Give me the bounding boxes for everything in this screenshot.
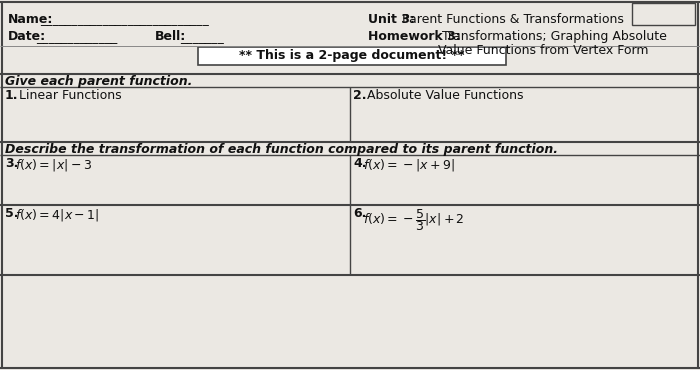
Text: $f(x)=-\dfrac{5}{3}|x|+2$: $f(x)=-\dfrac{5}{3}|x|+2$ [363, 207, 465, 233]
Text: Date:: Date: [8, 30, 46, 43]
Text: 4.: 4. [353, 157, 367, 170]
Text: _______: _______ [180, 30, 228, 43]
FancyBboxPatch shape [198, 47, 506, 65]
Text: 5.: 5. [5, 207, 18, 220]
Text: $f(x)=|x|-3$: $f(x)=|x|-3$ [15, 157, 92, 173]
Bar [632, 3, 695, 25]
Text: _____________: _____________ [36, 30, 121, 43]
Text: 3.: 3. [5, 157, 18, 170]
Text: Value Functions from Vertex Form: Value Functions from Vertex Form [438, 44, 648, 57]
Text: ___________________________: ___________________________ [40, 13, 209, 26]
Text: ** This is a 2-page document! **: ** This is a 2-page document! ** [239, 50, 465, 63]
Text: Bell:: Bell: [155, 30, 186, 43]
Text: $f(x)=-|x+9|$: $f(x)=-|x+9|$ [363, 157, 455, 173]
Text: Linear Functions: Linear Functions [15, 89, 122, 102]
Text: 6.: 6. [353, 207, 366, 220]
Text: $f(x)=4|x-1|$: $f(x)=4|x-1|$ [15, 207, 99, 223]
Text: Name:: Name: [8, 13, 53, 26]
Text: Parent Functions & Transformations: Parent Functions & Transformations [398, 13, 624, 26]
Text: Unit 3:: Unit 3: [368, 13, 415, 26]
Text: Describe the transformation of each function compared to its parent function.: Describe the transformation of each func… [5, 143, 558, 156]
Text: Absolute Value Functions: Absolute Value Functions [363, 89, 524, 102]
Text: Give each parent function.: Give each parent function. [5, 75, 193, 88]
Text: Transformations; Graphing Absolute: Transformations; Graphing Absolute [438, 30, 667, 43]
Text: 1.: 1. [5, 89, 18, 102]
Text: 2.: 2. [353, 89, 367, 102]
Text: Homework 3:: Homework 3: [368, 30, 461, 43]
